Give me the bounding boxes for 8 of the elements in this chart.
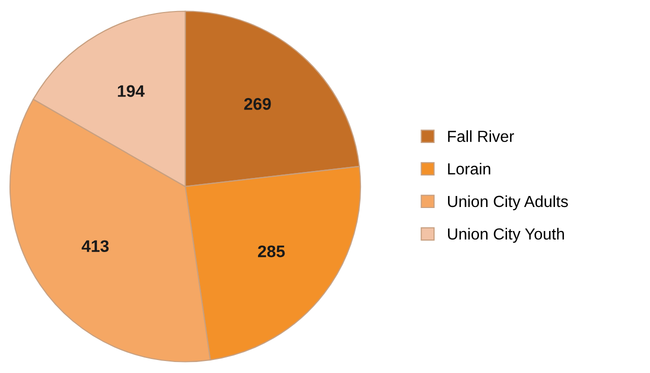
legend-label: Lorain <box>448 162 490 175</box>
data-label: 269 <box>244 98 271 110</box>
data-label: 413 <box>82 240 109 252</box>
data-label: 194 <box>118 85 145 97</box>
legend-label: Fall River <box>448 130 514 142</box>
data-label: 285 <box>258 245 285 258</box>
legend-label: Union City Youth <box>448 228 564 243</box>
legend-label: Union City Adults <box>448 195 568 210</box>
